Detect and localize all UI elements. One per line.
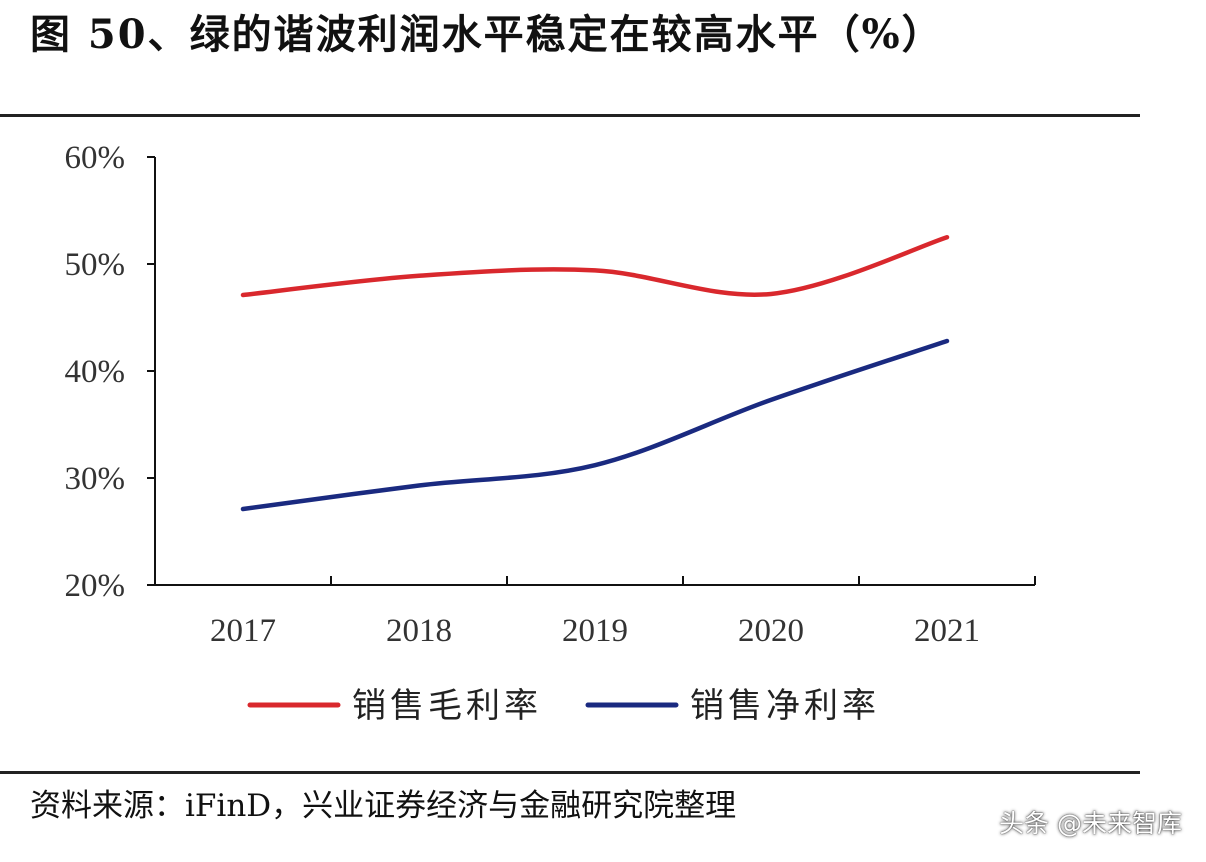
source-note: 资料来源：iFinD，兴业证券经济与金融研究院整理	[30, 788, 737, 824]
x-tick-label: 2021	[914, 613, 980, 649]
bottom-rule	[0, 771, 1140, 774]
legend-label-1: 销售毛利率	[352, 686, 542, 726]
series-line-1	[240, 235, 950, 298]
legend-label-2: 销售净利率	[690, 686, 880, 726]
y-tick-label: 20%	[65, 568, 126, 604]
figure-title: 图 50、绿的谐波利润水平稳定在较高水平（%）	[30, 11, 944, 58]
top-rule	[0, 114, 1140, 117]
chart-lines	[240, 235, 950, 512]
series-line-2	[240, 338, 950, 512]
y-tick-label: 40%	[65, 354, 126, 390]
x-tick-label: 2020	[738, 613, 804, 649]
x-tick-label: 2018	[386, 613, 452, 649]
x-tick-labels: 2017 2018 2019 2020 2021	[210, 613, 980, 649]
y-tick-label: 30%	[65, 461, 126, 497]
y-tick-labels: 20% 30% 40% 50% 60%	[65, 140, 126, 604]
watermark: 头条 @未来智库	[999, 809, 1182, 838]
chart-axes	[147, 156, 1036, 586]
y-tick-label: 60%	[65, 140, 126, 176]
x-tick-label: 2019	[562, 613, 628, 649]
chart-legend: 销售毛利率 销售净利率	[247, 686, 880, 726]
x-tick-label: 2017	[210, 613, 276, 649]
y-tick-label: 50%	[65, 247, 126, 283]
line-chart: 20% 30% 40% 50% 60% 2017 2018 2019 2020 2021 销售毛…	[65, 140, 1036, 726]
